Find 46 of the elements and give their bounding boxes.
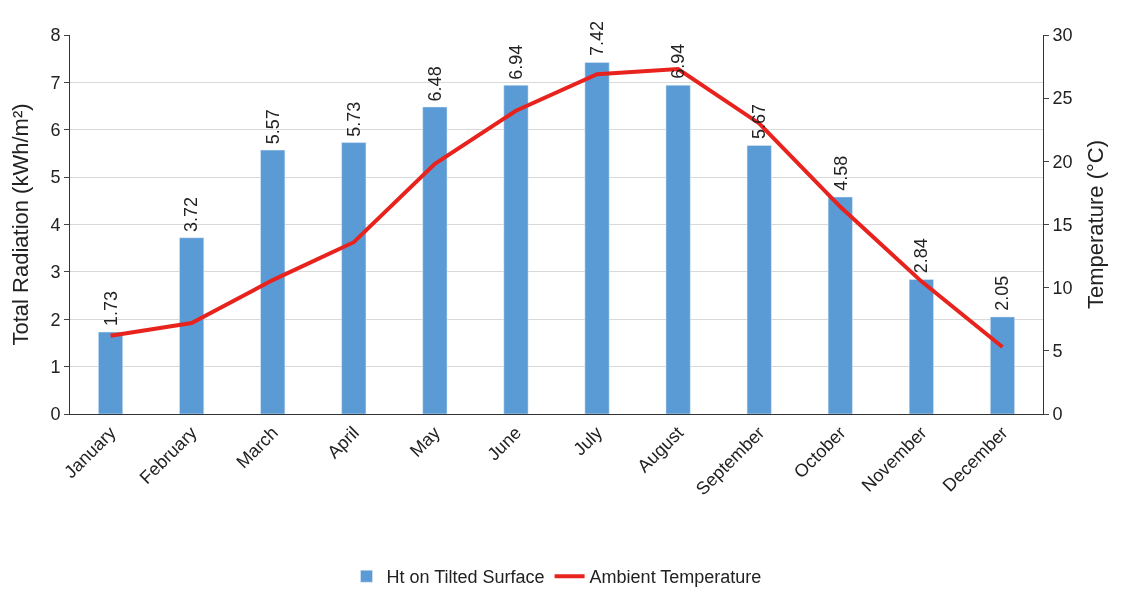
data-label: 6.94 [506, 44, 527, 80]
bar [665, 84, 691, 414]
data-label: 6.48 [425, 66, 446, 102]
data-label: 5.67 [749, 104, 770, 140]
bar [584, 62, 610, 414]
bar [260, 149, 286, 414]
data-label: 7.42 [587, 20, 608, 57]
y2-tick-label: 30 [1052, 25, 1073, 46]
bar [503, 84, 529, 414]
y-tick-label: 7 [50, 72, 61, 93]
y2-tick-label: 25 [1052, 88, 1073, 109]
y-tick-label: 0 [50, 404, 61, 425]
y-tick-label: 6 [50, 120, 61, 141]
y2-tick-label: 20 [1052, 151, 1073, 172]
y2-tick-label: 0 [1052, 404, 1063, 425]
bar [422, 106, 448, 414]
bar [746, 145, 772, 414]
y-tick-label: 4 [50, 214, 61, 235]
data-label: 5.73 [343, 101, 364, 137]
bar [827, 196, 853, 414]
y-tick-label: 3 [50, 262, 61, 283]
data-label: 5.57 [263, 109, 284, 145]
bar [179, 237, 205, 414]
data-label: 1.73 [101, 291, 121, 327]
legend-label: Ambient Temperature [589, 567, 762, 588]
y2-tick-label: 10 [1052, 277, 1073, 298]
y-tick-label: 1 [50, 356, 61, 377]
y2-tick-label: 15 [1052, 214, 1073, 235]
x-tick-label: July [569, 422, 607, 460]
bar [990, 316, 1015, 414]
data-label: 4.58 [830, 155, 851, 191]
y2-axis-title: Temperature (°C) [1082, 140, 1108, 309]
y-axis-title: Total Radiation (kWh/m²) [8, 103, 34, 346]
y-tick-label: 2 [50, 309, 61, 330]
y-tick-label: 8 [50, 25, 61, 46]
data-label: 2.84 [911, 238, 932, 274]
bar [908, 279, 934, 414]
legend-label: Ht on Tilted Surface [386, 567, 545, 588]
x-tick-label: May [405, 422, 445, 461]
bar [98, 331, 123, 414]
data-label: 2.05 [992, 275, 1013, 311]
data-label: 6.94 [668, 43, 689, 79]
bar [341, 142, 367, 414]
y-tick-label: 5 [50, 167, 61, 188]
y2-tick-label: 5 [1052, 341, 1063, 362]
data-label: 3.72 [181, 196, 202, 232]
